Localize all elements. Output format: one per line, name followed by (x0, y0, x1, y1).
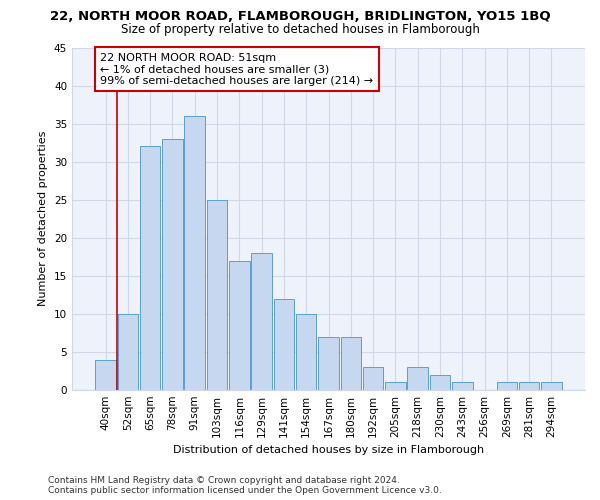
Bar (407, 367, 428, 390)
Text: Contains public sector information licensed under the Open Government Licence v3: Contains public sector information licen… (48, 486, 442, 495)
Bar (363, 367, 383, 390)
Bar (497, 382, 517, 390)
Bar (318, 336, 339, 390)
Bar (118, 314, 138, 390)
Bar (541, 382, 562, 390)
X-axis label: Distribution of detached houses by size in Flamborough: Distribution of detached houses by size … (173, 446, 484, 456)
Text: 22, NORTH MOOR ROAD, FLAMBOROUGH, BRIDLINGTON, YO15 1BQ: 22, NORTH MOOR ROAD, FLAMBOROUGH, BRIDLI… (50, 10, 550, 23)
Y-axis label: Number of detached properties: Number of detached properties (38, 131, 49, 306)
Bar (519, 382, 539, 390)
Bar (430, 375, 450, 390)
Bar (274, 298, 294, 390)
Bar (385, 382, 406, 390)
Text: 22 NORTH MOOR ROAD: 51sqm
← 1% of detached houses are smaller (3)
99% of semi-de: 22 NORTH MOOR ROAD: 51sqm ← 1% of detach… (100, 52, 373, 86)
Bar (162, 139, 183, 390)
Text: Size of property relative to detached houses in Flamborough: Size of property relative to detached ho… (121, 22, 479, 36)
Text: Contains HM Land Registry data © Crown copyright and database right 2024.: Contains HM Land Registry data © Crown c… (48, 476, 400, 485)
Bar (341, 336, 361, 390)
Bar (207, 200, 227, 390)
Bar (251, 253, 272, 390)
Bar (95, 360, 116, 390)
Bar (296, 314, 316, 390)
Bar (452, 382, 473, 390)
Bar (229, 260, 250, 390)
Bar (140, 146, 160, 390)
Bar (184, 116, 205, 390)
